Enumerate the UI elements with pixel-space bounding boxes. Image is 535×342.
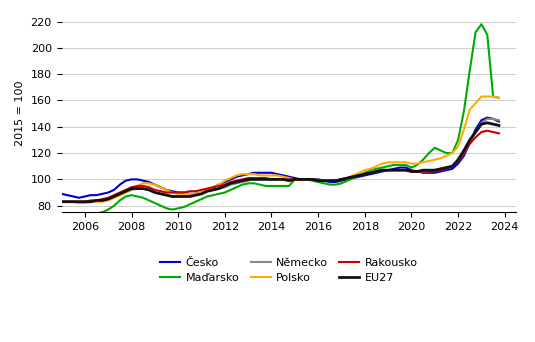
Maďarsko [99,210,105,214]
Line: Rakousko: Rakousko [62,131,499,202]
Maďarsko [58,214,65,218]
Česko [58,192,65,196]
Maďarsko [210,193,216,197]
EU27 [99,198,105,202]
EU27 [484,121,491,125]
Česko [484,116,491,120]
Line: Maďarsko: Maďarsko [62,24,499,216]
Line: Polsko: Polsko [62,96,499,203]
Polsko [76,201,82,205]
Line: Česko: Česko [62,118,499,198]
Česko [344,177,350,181]
Německo [496,118,502,122]
Maďarsko [286,184,292,188]
Polsko [344,176,350,180]
Česko [414,169,421,173]
Polsko [356,171,362,175]
Česko [356,175,362,179]
Německo [338,177,345,181]
Česko [105,190,111,195]
Polsko [216,183,222,187]
Německo [58,200,65,204]
Polsko [496,96,502,100]
Line: EU27: EU27 [62,123,499,202]
Legend: Česko, Maďarsko, Německo, Polsko, Rakousko, EU27: Česko, Maďarsko, Německo, Polsko, Rakous… [156,253,422,288]
Rakousko [484,129,491,133]
Y-axis label: 2015 = 100: 2015 = 100 [15,81,25,146]
Německo [350,175,356,179]
Rakousko [496,131,502,135]
Německo [286,177,292,181]
EU27 [286,179,292,183]
Rakousko [350,175,356,179]
EU27 [210,188,216,192]
Česko [496,119,502,123]
EU27 [58,200,65,204]
Německo [99,198,105,202]
Polsko [414,161,421,166]
Česko [216,183,222,187]
Maďarsko [496,96,502,100]
Rakousko [99,197,105,201]
EU27 [338,177,345,181]
Maďarsko [408,166,415,170]
Česko [292,176,298,180]
Německo [408,169,415,173]
Maďarsko [350,176,356,180]
EU27 [350,175,356,179]
Polsko [292,177,298,181]
Rakousko [286,177,292,181]
Německo [210,188,216,192]
Rakousko [58,200,65,204]
Rakousko [408,169,415,173]
Maďarsko [338,181,345,185]
Polsko [478,94,485,98]
Rakousko [210,185,216,189]
Německo [484,117,491,121]
Maďarsko [478,22,485,26]
Polsko [105,198,111,202]
Polsko [58,200,65,204]
Line: Německo: Německo [62,119,499,202]
EU27 [496,123,502,128]
Česko [76,196,82,200]
Rakousko [338,177,345,181]
EU27 [408,169,415,173]
